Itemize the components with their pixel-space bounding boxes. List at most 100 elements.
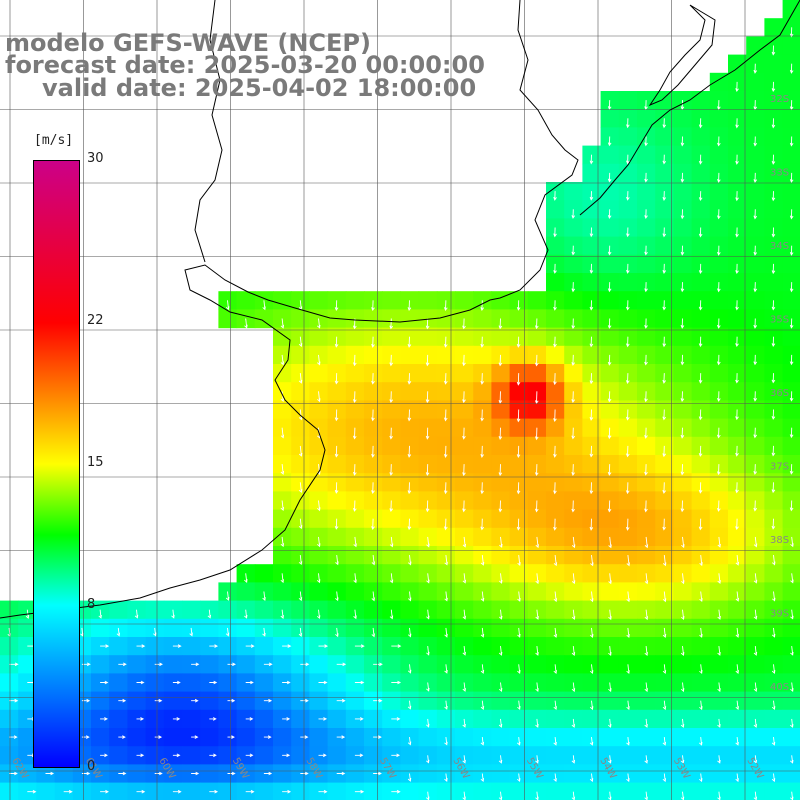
field-cell bbox=[655, 127, 674, 147]
field-cell bbox=[382, 691, 401, 711]
wind-arrow bbox=[371, 518, 375, 531]
wind-arrow bbox=[789, 209, 794, 220]
wind-arrow bbox=[225, 627, 230, 637]
field-cell bbox=[600, 400, 620, 420]
field-cell bbox=[309, 291, 329, 310]
field-cell bbox=[400, 673, 420, 693]
field-cell bbox=[655, 746, 674, 765]
field-cell bbox=[436, 709, 456, 729]
wind-arrow bbox=[698, 191, 703, 202]
wind-arrow bbox=[753, 536, 758, 548]
field-cell bbox=[673, 582, 693, 602]
field-cell bbox=[418, 364, 438, 383]
field-cell bbox=[764, 309, 784, 329]
wind-arrow bbox=[191, 698, 199, 703]
field-cell bbox=[618, 746, 638, 765]
field-cell bbox=[546, 382, 565, 401]
field-cell bbox=[509, 637, 529, 656]
colorbar-tick-label: 15 bbox=[87, 455, 104, 470]
field-cell bbox=[491, 655, 511, 674]
wind-arrow bbox=[771, 664, 776, 674]
wind-arrow bbox=[753, 136, 758, 147]
field-cell bbox=[709, 618, 729, 638]
field-cell bbox=[582, 709, 602, 729]
wind-arrow bbox=[771, 773, 776, 783]
field-cell bbox=[728, 455, 747, 474]
wind-arrow bbox=[625, 300, 630, 311]
field-cell bbox=[491, 782, 511, 800]
wind-arrow bbox=[571, 536, 576, 549]
field-cell bbox=[382, 655, 401, 674]
field-cell bbox=[582, 455, 602, 474]
wind-arrow bbox=[263, 735, 272, 739]
wind-arrow bbox=[553, 409, 557, 423]
field-cell bbox=[709, 691, 729, 711]
field-cell bbox=[618, 127, 638, 147]
field-cell bbox=[364, 746, 383, 765]
field-cell bbox=[637, 436, 656, 456]
wind-arrow bbox=[316, 609, 321, 620]
field-cell bbox=[364, 673, 383, 693]
field-cell bbox=[273, 473, 292, 492]
field-cell bbox=[691, 418, 711, 438]
field-cell bbox=[0, 600, 19, 620]
wind-arrow bbox=[589, 191, 594, 201]
field-cell bbox=[527, 436, 547, 456]
wind-arrow bbox=[298, 445, 303, 457]
wind-arrow bbox=[790, 536, 794, 548]
field-cell bbox=[564, 291, 583, 310]
latitude-label: 35S bbox=[770, 315, 789, 326]
field-cell bbox=[109, 782, 128, 800]
field-cell bbox=[673, 254, 693, 274]
field-cell bbox=[291, 309, 310, 329]
wind-arrow bbox=[789, 27, 794, 38]
wind-arrow bbox=[426, 646, 430, 656]
field-cell bbox=[309, 764, 329, 784]
field-cell bbox=[382, 509, 401, 529]
wind-arrow bbox=[680, 209, 685, 220]
field-cell bbox=[382, 473, 401, 492]
field-cell bbox=[709, 509, 729, 529]
field-cell bbox=[455, 728, 474, 747]
field-cell bbox=[746, 691, 765, 711]
field-cell bbox=[327, 600, 347, 620]
wind-arrow bbox=[371, 482, 375, 495]
wind-arrow bbox=[771, 737, 776, 746]
field-cell bbox=[0, 637, 19, 656]
field-cell bbox=[655, 200, 674, 219]
wind-arrow bbox=[80, 627, 84, 637]
wind-arrow bbox=[607, 136, 612, 147]
field-cell bbox=[673, 546, 693, 565]
field-cell bbox=[673, 400, 693, 420]
wind-arrow bbox=[407, 409, 412, 422]
field-cell bbox=[0, 673, 19, 693]
wind-arrow bbox=[716, 391, 721, 402]
wind-arrow bbox=[516, 518, 521, 531]
field-cell bbox=[273, 546, 292, 565]
field-cell bbox=[509, 309, 529, 329]
wind-arrow bbox=[626, 664, 630, 674]
wind-arrow bbox=[209, 717, 217, 721]
wind-arrow bbox=[698, 336, 703, 348]
field-cell bbox=[673, 782, 693, 800]
field-cell bbox=[764, 455, 784, 474]
field-cell bbox=[600, 109, 620, 128]
field-cell bbox=[782, 546, 800, 565]
field-cell bbox=[728, 746, 747, 765]
field-cell bbox=[728, 600, 747, 620]
field-cell bbox=[782, 0, 800, 19]
field-cell bbox=[418, 764, 438, 784]
field-cell bbox=[691, 527, 711, 547]
wind-arrow bbox=[352, 427, 357, 440]
wind-arrow bbox=[480, 336, 485, 348]
field-cell bbox=[546, 455, 565, 474]
field-cell bbox=[254, 564, 274, 583]
field-cell bbox=[436, 564, 456, 583]
field-cell bbox=[182, 673, 201, 693]
field-cell bbox=[418, 618, 438, 638]
field-cell bbox=[509, 782, 529, 800]
field-cell bbox=[327, 455, 347, 474]
field-cell bbox=[309, 618, 329, 638]
field-cell bbox=[546, 418, 565, 438]
field-cell bbox=[473, 600, 492, 620]
